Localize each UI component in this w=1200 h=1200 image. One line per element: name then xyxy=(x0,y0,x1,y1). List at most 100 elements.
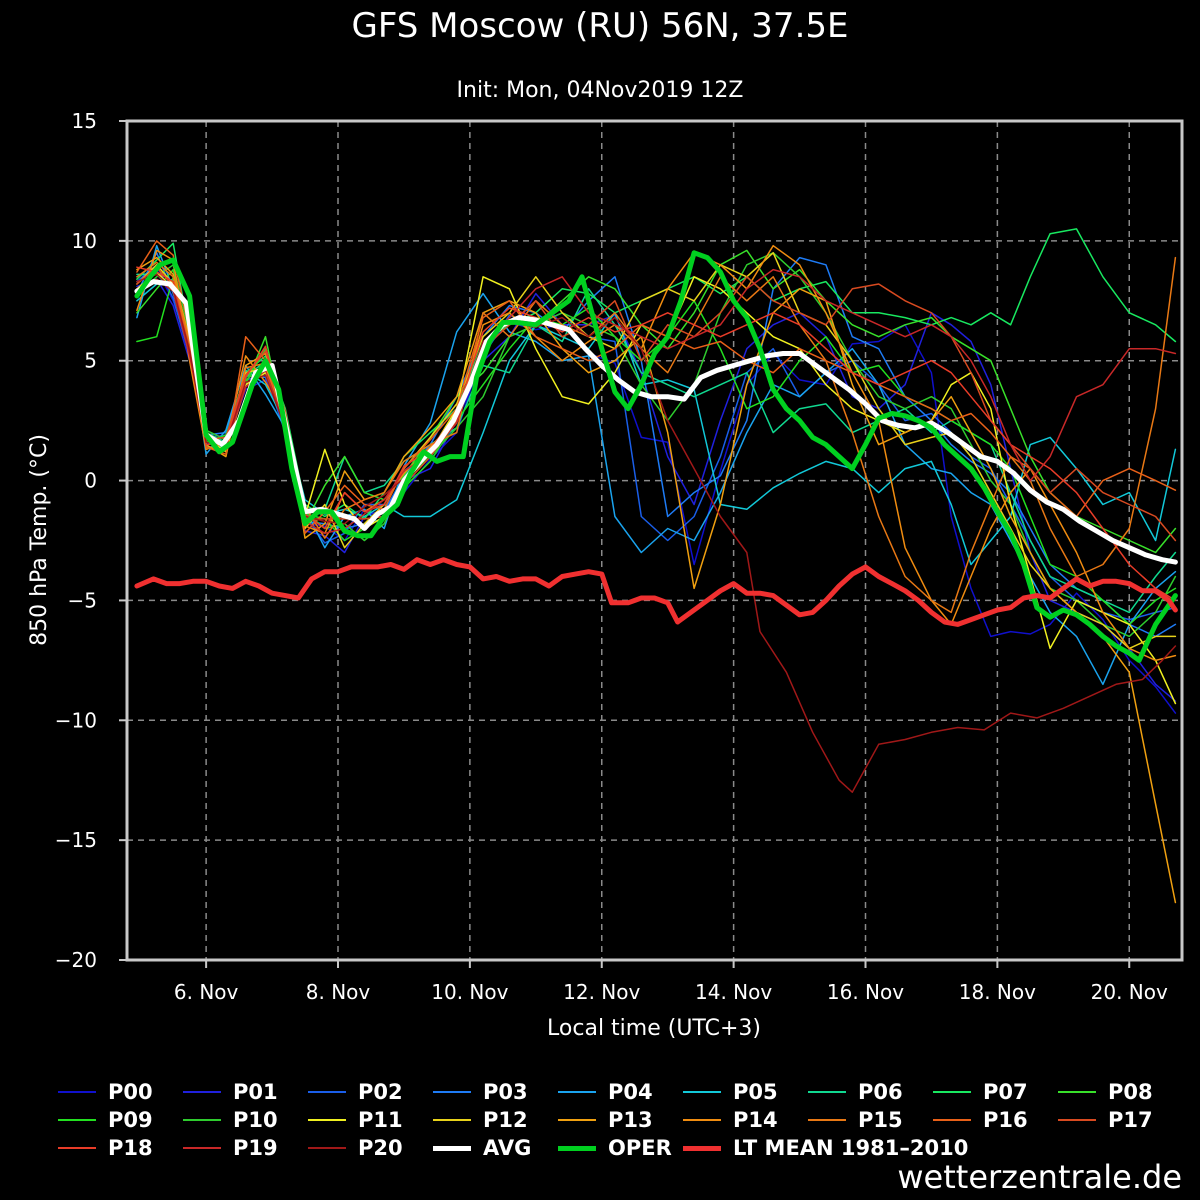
legend-swatch xyxy=(433,1091,471,1093)
legend-swatch xyxy=(1058,1091,1096,1093)
legend-swatch xyxy=(558,1145,596,1151)
legend-label: LT MEAN 1981–2010 xyxy=(733,1136,969,1160)
y-tick-label: −5 xyxy=(68,588,97,612)
legend-item: LT MEAN 1981–2010 xyxy=(683,1134,968,1162)
legend-swatch xyxy=(58,1091,96,1093)
legend-item: P18 xyxy=(58,1134,153,1162)
legend-label: P16 xyxy=(983,1108,1028,1132)
y-tick-label: 0 xyxy=(84,469,97,493)
legend-label: P11 xyxy=(358,1108,403,1132)
y-tick-label: −15 xyxy=(55,828,97,852)
legend-swatch xyxy=(58,1119,96,1121)
legend-label: P14 xyxy=(733,1108,778,1132)
y-tick-label: 5 xyxy=(84,349,97,373)
legend-item: P00 xyxy=(58,1078,153,1106)
legend-item: P03 xyxy=(433,1078,528,1106)
legend-swatch xyxy=(683,1145,721,1151)
series-line-p16 xyxy=(136,240,1177,535)
legend-swatch xyxy=(558,1119,596,1121)
legend-swatch xyxy=(308,1119,346,1121)
legend-item: P04 xyxy=(558,1078,653,1106)
legend-label: P03 xyxy=(483,1080,528,1104)
x-tick-label: 14. Nov xyxy=(695,980,772,1004)
legend-swatch xyxy=(558,1091,596,1093)
legend-swatch xyxy=(433,1145,471,1151)
legend-item: P13 xyxy=(558,1106,653,1134)
y-axis-label: 850 hPa Temp. (°C) xyxy=(27,434,52,646)
legend-item: P08 xyxy=(1058,1078,1153,1106)
y-tick-label: 10 xyxy=(72,229,97,253)
legend-label: P08 xyxy=(1108,1080,1153,1104)
legend-label: AVG xyxy=(483,1136,532,1160)
legend-label: P19 xyxy=(233,1136,278,1160)
x-tick-label: 10. Nov xyxy=(431,980,508,1004)
series-lines xyxy=(134,228,1178,904)
legend-swatch xyxy=(183,1091,221,1093)
legend-item: P15 xyxy=(808,1106,903,1134)
legend-label: P13 xyxy=(608,1108,653,1132)
legend-item: P09 xyxy=(58,1106,153,1134)
y-tick-label: −20 xyxy=(55,948,97,972)
series-line-lt-mean-1981-2010 xyxy=(134,557,1178,627)
legend-swatch xyxy=(933,1119,971,1121)
legend-item: P19 xyxy=(183,1134,278,1162)
series-line-oper xyxy=(134,250,1178,663)
legend-item: P16 xyxy=(933,1106,1028,1134)
legend-swatch xyxy=(808,1119,846,1121)
x-tick-label: 12. Nov xyxy=(563,980,640,1004)
legend-swatch xyxy=(683,1091,721,1093)
legend-item: P01 xyxy=(183,1078,278,1106)
legend-item: P12 xyxy=(433,1106,528,1134)
page-subtitle: Init: Mon, 04Nov2019 12Z xyxy=(456,78,744,103)
series-line-avg xyxy=(134,279,1178,565)
axis-ticks: 6. Nov 8. Nov 10. Nov 12. Nov 14. Nov 16. Nov… xyxy=(55,109,1168,1004)
legend-swatch xyxy=(1058,1119,1096,1121)
legend-swatch xyxy=(183,1147,221,1149)
watermark: wetterzentrale.de xyxy=(897,1158,1182,1196)
legend-label: P04 xyxy=(608,1080,653,1104)
legend-label: P01 xyxy=(233,1080,278,1104)
legend-label: P09 xyxy=(108,1108,153,1132)
legend-item: P20 xyxy=(308,1134,403,1162)
legend-label: P20 xyxy=(358,1136,403,1160)
legend-label: P10 xyxy=(233,1108,278,1132)
legend-swatch xyxy=(308,1147,346,1149)
series-line-p19 xyxy=(136,268,1177,535)
legend-label: P15 xyxy=(858,1108,903,1132)
legend-item: P05 xyxy=(683,1078,778,1106)
legend-label: P05 xyxy=(733,1080,778,1104)
legend-label: P07 xyxy=(983,1080,1028,1104)
x-tick-label: 8. Nov xyxy=(306,980,371,1004)
legend-swatch xyxy=(433,1119,471,1121)
series-line-p20 xyxy=(136,273,1177,793)
legend-swatch xyxy=(58,1147,96,1149)
legend-swatch xyxy=(933,1091,971,1093)
legend-label: P17 xyxy=(1108,1108,1153,1132)
x-tick-label: 18. Nov xyxy=(959,980,1036,1004)
x-axis-label: Local time (UTC+3) xyxy=(547,1016,761,1041)
series-line-p04 xyxy=(136,244,1177,686)
legend-item: P07 xyxy=(933,1078,1028,1106)
legend-label: P06 xyxy=(858,1080,903,1104)
legend-item: OPER xyxy=(558,1134,672,1162)
x-tick-label: 16. Nov xyxy=(827,980,904,1004)
legend-label: P12 xyxy=(483,1108,528,1132)
legend-label: P18 xyxy=(108,1136,153,1160)
legend-item: P02 xyxy=(308,1078,403,1106)
legend-swatch xyxy=(808,1091,846,1093)
legend-label: P00 xyxy=(108,1080,153,1104)
page-title: GFS Moscow (RU) 56N, 37.5E xyxy=(351,6,849,46)
legend-item: P11 xyxy=(308,1106,403,1134)
legend-swatch xyxy=(308,1091,346,1093)
legend-label: OPER xyxy=(608,1136,672,1160)
y-tick-label: 15 xyxy=(72,109,97,133)
legend-label: P02 xyxy=(358,1080,403,1104)
legend-swatch xyxy=(683,1119,721,1121)
y-tick-label: −10 xyxy=(55,708,97,732)
legend-item: P14 xyxy=(683,1106,778,1134)
legend-swatch xyxy=(183,1119,221,1121)
legend-item: P06 xyxy=(808,1078,903,1106)
series-line-p11 xyxy=(136,271,1177,705)
legend-item: AVG xyxy=(433,1134,531,1162)
